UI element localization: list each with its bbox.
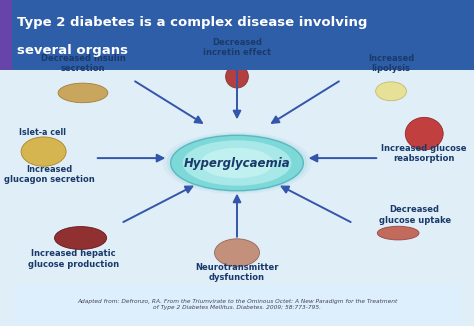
Ellipse shape bbox=[226, 65, 248, 88]
Text: Type 2 diabetes is a complex disease involving: Type 2 diabetes is a complex disease inv… bbox=[17, 16, 367, 29]
Text: Increased hepatic
glucose production: Increased hepatic glucose production bbox=[28, 249, 119, 269]
Text: Decreased insulin
secretion: Decreased insulin secretion bbox=[41, 54, 125, 73]
FancyBboxPatch shape bbox=[14, 285, 460, 323]
Ellipse shape bbox=[377, 226, 419, 240]
Ellipse shape bbox=[21, 137, 66, 166]
Ellipse shape bbox=[405, 117, 443, 150]
Ellipse shape bbox=[171, 135, 303, 191]
Text: several organs: several organs bbox=[17, 44, 128, 57]
Ellipse shape bbox=[182, 140, 292, 186]
Ellipse shape bbox=[167, 134, 307, 192]
Text: Increased glucose
reabsorption: Increased glucose reabsorption bbox=[382, 143, 467, 163]
Text: Decreased
glucose uptake: Decreased glucose uptake bbox=[379, 205, 451, 225]
Text: Hyperglycaemia: Hyperglycaemia bbox=[184, 156, 290, 170]
FancyBboxPatch shape bbox=[0, 0, 12, 70]
FancyBboxPatch shape bbox=[0, 0, 474, 70]
Ellipse shape bbox=[375, 82, 406, 101]
FancyBboxPatch shape bbox=[0, 39, 474, 326]
Text: Islet-a cell: Islet-a cell bbox=[19, 127, 66, 137]
Ellipse shape bbox=[55, 227, 107, 249]
Text: Increased
glucagon secretion: Increased glucagon secretion bbox=[4, 165, 95, 184]
Ellipse shape bbox=[163, 132, 311, 194]
Text: Neurotransmitter
dysfunction: Neurotransmitter dysfunction bbox=[195, 262, 279, 282]
Ellipse shape bbox=[214, 239, 259, 267]
Ellipse shape bbox=[58, 83, 108, 103]
Ellipse shape bbox=[201, 148, 273, 178]
Text: Increased
lipolysis: Increased lipolysis bbox=[368, 54, 414, 73]
Text: Decreased
incretin effect: Decreased incretin effect bbox=[203, 37, 271, 57]
Text: Adapted from: Defronzo, RA. From the Triumvirate to the Ominous Octet: A New Par: Adapted from: Defronzo, RA. From the Tri… bbox=[77, 299, 397, 310]
